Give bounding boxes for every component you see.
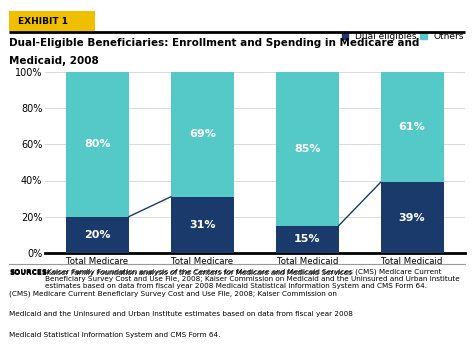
Text: 31%: 31% [189,220,216,230]
Bar [381,182,444,253]
Text: Dual-Eligible Beneficiaries: Enrollment and Spending in Medicare and: Dual-Eligible Beneficiaries: Enrollment … [9,38,420,48]
Text: Medicaid, 2008: Medicaid, 2008 [9,56,99,66]
Text: (CMS) Medicare Current Beneficiary Survey Cost and Use File, 2008; Kaiser Commis: (CMS) Medicare Current Beneficiary Surve… [9,291,337,297]
Text: 20%: 20% [84,230,111,240]
Text: Medicaid and the Uninsured and Urban Institute estimates based on data from fisc: Medicaid and the Uninsured and Urban Ins… [9,311,353,317]
Bar [171,72,234,197]
Bar [66,72,129,217]
Text: Medicaid Statistical Information System and CMS Form 64.: Medicaid Statistical Information System … [9,332,221,338]
Bar [276,72,338,226]
Legend: Dual eligibles, Others: Dual eligibles, Others [342,32,464,40]
Text: SOURCES: SOURCES [9,269,47,275]
Text: 80%: 80% [84,139,111,149]
Text: EXHIBIT 1: EXHIBIT 1 [18,17,68,26]
Text: 39%: 39% [399,213,425,222]
Text: 85%: 85% [294,144,320,154]
Bar [381,72,444,182]
Bar [66,217,129,253]
Text: 61%: 61% [399,122,426,132]
Text: Kaiser Family Foundation analysis of the Centers for Medicare and Medicaid Servi: Kaiser Family Foundation analysis of the… [44,270,352,276]
Text: SOURCES: SOURCES [9,270,47,276]
Text: Kaiser Family Foundation analysis of the Centers for Medicare and Medicaid Servi: Kaiser Family Foundation analysis of the… [45,269,460,290]
Text: 15%: 15% [294,234,320,244]
Bar [276,226,338,253]
Bar [171,197,234,253]
Text: 69%: 69% [189,130,216,139]
